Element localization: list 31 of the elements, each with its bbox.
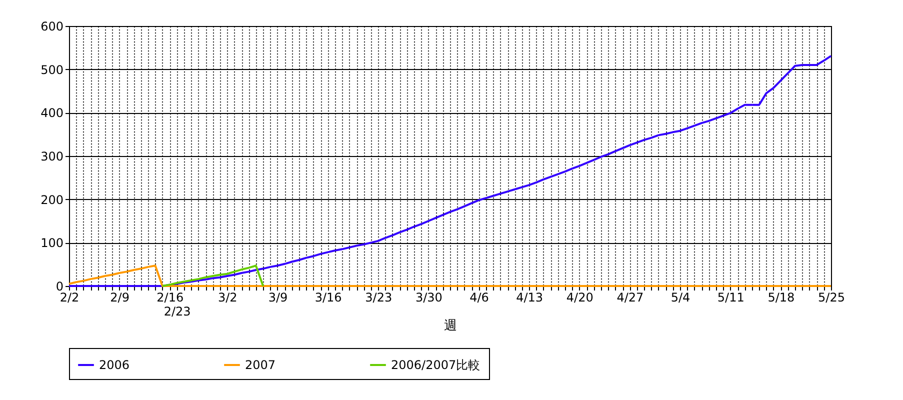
x-tick-label: 5/18 bbox=[768, 290, 795, 304]
y-tick-label: 300 bbox=[40, 150, 64, 164]
x-tick-label: 4/6 bbox=[470, 290, 489, 304]
line-series bbox=[68, 264, 832, 287]
legend-label: 2007 bbox=[245, 358, 276, 372]
y-tick-label: 100 bbox=[40, 236, 64, 250]
y-tick-label: 0 bbox=[56, 280, 64, 294]
x-tick-label: 4/27 bbox=[616, 290, 644, 304]
x-tick-label: 3/23 bbox=[365, 290, 392, 304]
legend-label: 2006/2007比較 bbox=[391, 358, 480, 372]
y-tick-label: 200 bbox=[40, 192, 64, 207]
line-series bbox=[68, 54, 832, 287]
x-tick-label: 2/9 bbox=[110, 290, 130, 304]
legend-label: 2006 bbox=[99, 358, 130, 372]
x-tick-label: 3/9 bbox=[268, 290, 288, 304]
x-tick-label: 5/4 bbox=[670, 290, 690, 304]
x-tick-label: 3/30 bbox=[415, 290, 442, 304]
x-axis-title: 週 bbox=[444, 318, 457, 334]
y-tick-label: 600 bbox=[40, 20, 64, 34]
line-series bbox=[161, 264, 264, 287]
x-tick-label: 4/20 bbox=[566, 290, 594, 304]
x-tick-label: 3/2 bbox=[218, 290, 238, 304]
x-tick-label: 4/13 bbox=[516, 290, 544, 304]
y-tick-label: 500 bbox=[40, 62, 64, 77]
x-tick-label: 5/25 bbox=[818, 290, 845, 304]
y-tick-label: 400 bbox=[40, 106, 64, 120]
x-tick-label: 2/2 bbox=[60, 290, 80, 304]
x-tick-label: 3/16 bbox=[314, 290, 342, 304]
x-tick-label: 5/11 bbox=[717, 290, 744, 304]
x-tick-label: 2/23 bbox=[164, 304, 191, 318]
x-tick-label: 2/16 bbox=[156, 290, 184, 304]
